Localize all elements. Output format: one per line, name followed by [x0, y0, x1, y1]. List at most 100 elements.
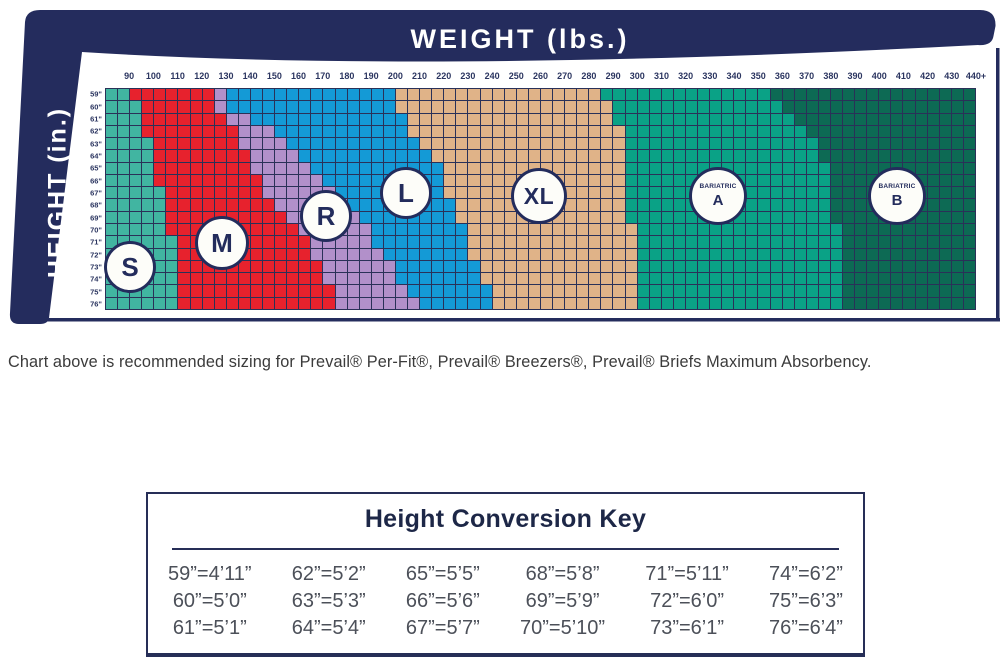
grid-cell-a [661, 224, 673, 236]
grid-cell-b [818, 101, 830, 113]
grid-cell-xl [589, 211, 601, 224]
grid-cell-a [649, 125, 661, 138]
grid-cell-s [118, 138, 130, 150]
grid-cell-s [154, 260, 166, 273]
grid-cell-s [130, 297, 142, 309]
grid-cell-b [951, 199, 963, 211]
grid-cell-xl [528, 89, 540, 101]
grid-cell-b [830, 89, 843, 101]
grid-cell-xl [432, 150, 444, 162]
grid-cell-a [698, 248, 710, 260]
grid-cell-l [444, 273, 456, 285]
grid-cell-a [649, 224, 661, 236]
grid-cell-xl [565, 260, 577, 273]
grid-cell-l [395, 248, 408, 260]
grid-cell-xl [601, 211, 613, 224]
grid-cell-a [661, 101, 673, 113]
grid-cell-a [794, 211, 806, 224]
grid-cell-b [963, 224, 975, 236]
grid-cell-xl [553, 236, 565, 248]
grid-cell-s [118, 125, 130, 138]
grid-cell-l [287, 138, 299, 150]
grid-cell-b [794, 89, 806, 101]
grid-cell-m [166, 125, 178, 138]
grid-cell-xl [468, 199, 480, 211]
grid-cell-a [782, 113, 794, 125]
grid-cell-xl [492, 187, 504, 199]
grid-cell-a [661, 273, 673, 285]
grid-cell-a [758, 199, 770, 211]
grid-cell-b [879, 260, 891, 273]
grid-cell-a [818, 162, 830, 174]
grid-cell-s [166, 285, 178, 297]
height-tick-label: 73" [90, 262, 102, 272]
grid-cell-m [275, 273, 287, 285]
grid-cell-xl [492, 150, 504, 162]
grid-cell-r [347, 211, 359, 224]
grid-cell-xl [625, 248, 637, 260]
grid-cell-xl [480, 174, 492, 187]
grid-cell-b [939, 125, 951, 138]
grid-cell-l [250, 101, 263, 113]
grid-cell-b [806, 125, 818, 138]
grid-cell-l [420, 297, 432, 309]
grid-cell-l [335, 150, 347, 162]
grid-cell-b [927, 174, 939, 187]
height-tick-label: 59" [90, 89, 102, 99]
grid-cell-m [154, 113, 166, 125]
grid-cell-xl [504, 174, 516, 187]
grid-cell-b [927, 260, 939, 273]
grid-cell-b [818, 138, 830, 150]
grid-cell-xl [553, 138, 565, 150]
grid-cell-m [178, 211, 190, 224]
grid-cell-l [299, 113, 311, 125]
grid-cell-xl [516, 297, 528, 309]
grid-cell-l [456, 273, 468, 285]
grid-cell-xl [613, 162, 625, 174]
grid-cell-xl [480, 224, 492, 236]
grid-cell-b [927, 125, 939, 138]
grid-cell-l [287, 89, 299, 101]
grid-cell-b [903, 260, 915, 273]
grid-cell-r [250, 138, 263, 150]
grid-cell-b [939, 224, 951, 236]
grid-cell-xl [565, 297, 577, 309]
grid-cell-r [347, 297, 359, 309]
grid-cell-b [879, 248, 891, 260]
grid-cell-b [830, 150, 843, 162]
grid-cell-b [855, 260, 867, 273]
grid-cell-l [420, 211, 432, 224]
grid-cell-xl [565, 138, 577, 150]
size-circle-label: S [121, 252, 139, 282]
grid-cell-m [226, 285, 238, 297]
grid-cell-b [794, 113, 806, 125]
grid-cell-r [238, 125, 250, 138]
grid-cell-b [879, 297, 891, 309]
grid-cell-m [214, 297, 226, 309]
grid-cell-l [480, 285, 492, 297]
grid-cell-m [190, 89, 202, 101]
grid-cell-a [794, 224, 806, 236]
grid-cell-m [287, 297, 299, 309]
grid-cell-xl [589, 150, 601, 162]
grid-cell-a [770, 297, 782, 309]
grid-cell-a [746, 236, 758, 248]
grid-cell-a [806, 285, 818, 297]
grid-cell-xl [504, 248, 516, 260]
grid-cell-xl [565, 101, 577, 113]
grid-cell-l [371, 125, 383, 138]
key-conversion-value: 72”=6’0” [650, 590, 725, 612]
grid-cell-xl [528, 101, 540, 113]
grid-cell-b [915, 125, 927, 138]
grid-cell-r [323, 273, 335, 285]
grid-cell-xl [504, 199, 516, 211]
grid-cell-s [166, 297, 178, 309]
grid-cell-xl [540, 273, 553, 285]
grid-cell-xl [540, 236, 553, 248]
grid-cell-a [734, 248, 746, 260]
grid-cell-s [118, 150, 130, 162]
grid-cell-m [275, 248, 287, 260]
grid-cell-s [118, 89, 130, 101]
grid-cell-b [830, 162, 843, 174]
grid-cell-m [250, 273, 263, 285]
